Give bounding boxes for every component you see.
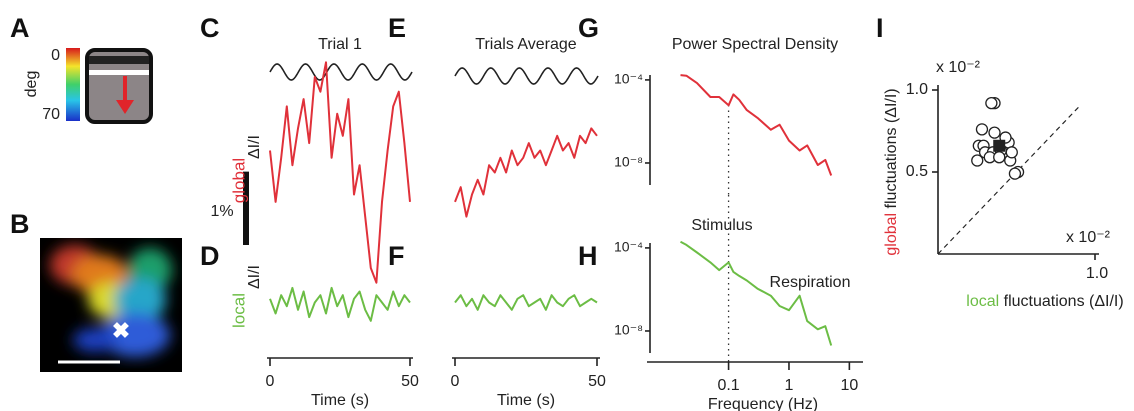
trace bbox=[454, 294, 598, 311]
data-point bbox=[985, 96, 998, 110]
x-axis-label-part: local bbox=[966, 293, 999, 310]
exponent-label: x 10⁻² bbox=[1066, 229, 1111, 246]
colorbar bbox=[66, 48, 80, 121]
chart-title: Power Spectral Density bbox=[672, 36, 838, 53]
x-tick-label: 0.1 bbox=[717, 377, 739, 394]
y-axis-label-part: global bbox=[883, 213, 900, 256]
data-point bbox=[971, 154, 984, 167]
colorbar-label: 70 bbox=[42, 106, 60, 123]
x-axis-label-part: fluctuations (ΔI/I) bbox=[1004, 293, 1124, 310]
stimulus-wave bbox=[269, 63, 413, 81]
data-point bbox=[1008, 167, 1022, 180]
y-axis-label-part: fluctuations (ΔI/I) bbox=[883, 88, 900, 208]
x-axis-label: Time (s) bbox=[311, 392, 369, 409]
panel-letter: A bbox=[10, 13, 30, 43]
y-axis-label: global fluctuations (ΔI/I) bbox=[883, 88, 900, 255]
x-tick-label: 1 bbox=[785, 377, 794, 394]
chart: 0.5 1.0 1.0 x 10⁻² x 10⁻² local fluctuations … bbox=[883, 59, 1123, 310]
y-tick-label: 10⁻⁸ bbox=[614, 322, 643, 338]
chart-title: Trials Average bbox=[475, 36, 576, 53]
trace bbox=[680, 74, 833, 176]
identity-line bbox=[937, 105, 1080, 255]
stimulus-wave bbox=[454, 67, 599, 85]
trace bbox=[269, 61, 411, 284]
panel-letter: C bbox=[200, 13, 220, 43]
panel-letter: D bbox=[200, 241, 220, 271]
data-point bbox=[993, 151, 1006, 164]
panel-letter: B bbox=[10, 209, 30, 239]
colorbar-unit: deg bbox=[23, 71, 40, 98]
unit-label: ΔI/I bbox=[246, 265, 263, 289]
y-tick-label: 10⁻⁸ bbox=[614, 154, 643, 170]
series-label: local bbox=[229, 293, 248, 328]
unit-label: ΔI/I bbox=[246, 135, 263, 159]
chart: 0 50 Time (s) bbox=[451, 294, 606, 409]
data-point bbox=[975, 123, 989, 136]
trace bbox=[269, 286, 411, 322]
site-marker: ✖ bbox=[112, 318, 130, 343]
x-tick-label: 50 bbox=[588, 373, 606, 390]
trace bbox=[454, 127, 598, 218]
x-tick-label: 10 bbox=[840, 377, 858, 394]
trace bbox=[680, 240, 833, 346]
chart: Trials Average bbox=[454, 36, 598, 218]
x-tick-label: 0 bbox=[451, 373, 460, 390]
y-tick-label: 10⁻⁴ bbox=[614, 71, 643, 87]
panel-letter: I bbox=[876, 13, 884, 43]
chart: Power Spectral Density 10⁻⁴ 10⁻⁸ bbox=[614, 36, 838, 195]
colorbar-label: 0 bbox=[51, 47, 60, 64]
panel-letter: E bbox=[388, 13, 406, 43]
annotation: Stimulus bbox=[691, 217, 752, 234]
screen-bar bbox=[89, 56, 149, 64]
exponent-label: x 10⁻² bbox=[936, 59, 981, 76]
arrow-head bbox=[116, 100, 134, 114]
data-point bbox=[1005, 146, 1018, 159]
scale-bar-label: 1% bbox=[210, 203, 233, 220]
data-point bbox=[988, 126, 1001, 139]
panel-letter: H bbox=[578, 241, 598, 271]
x-axis-label: Frequency (Hz) bbox=[708, 396, 818, 411]
panel-letter: F bbox=[388, 241, 405, 271]
chart-title: Trial 1 bbox=[318, 36, 362, 53]
x-tick-label: 1.0 bbox=[1086, 265, 1108, 282]
y-tick-label: 1.0 bbox=[906, 81, 928, 98]
mean-point bbox=[993, 139, 1006, 152]
y-tick-label: 0.5 bbox=[906, 163, 928, 180]
x-tick-label: 0 bbox=[266, 373, 275, 390]
annotation: Respiration bbox=[770, 274, 851, 291]
x-tick-label: 50 bbox=[401, 373, 419, 390]
cortex-map bbox=[40, 238, 182, 372]
series-label: global bbox=[229, 158, 248, 203]
chart: Trial 1 global bbox=[229, 36, 411, 284]
panel-letter: G bbox=[578, 13, 599, 43]
x-axis-label: Time (s) bbox=[497, 392, 555, 409]
chart: 10⁻⁴ 10⁻⁸ 0.1 1 10 Frequency (Hz) Stimulus Resp… bbox=[614, 195, 863, 411]
screen-bar bbox=[89, 70, 149, 75]
screen bbox=[85, 48, 153, 124]
chart: local 0 50 Time (s) bbox=[229, 286, 419, 409]
x-axis-label: local fluctuations (ΔI/I) bbox=[966, 293, 1123, 310]
y-tick-label: 10⁻⁴ bbox=[614, 239, 643, 255]
